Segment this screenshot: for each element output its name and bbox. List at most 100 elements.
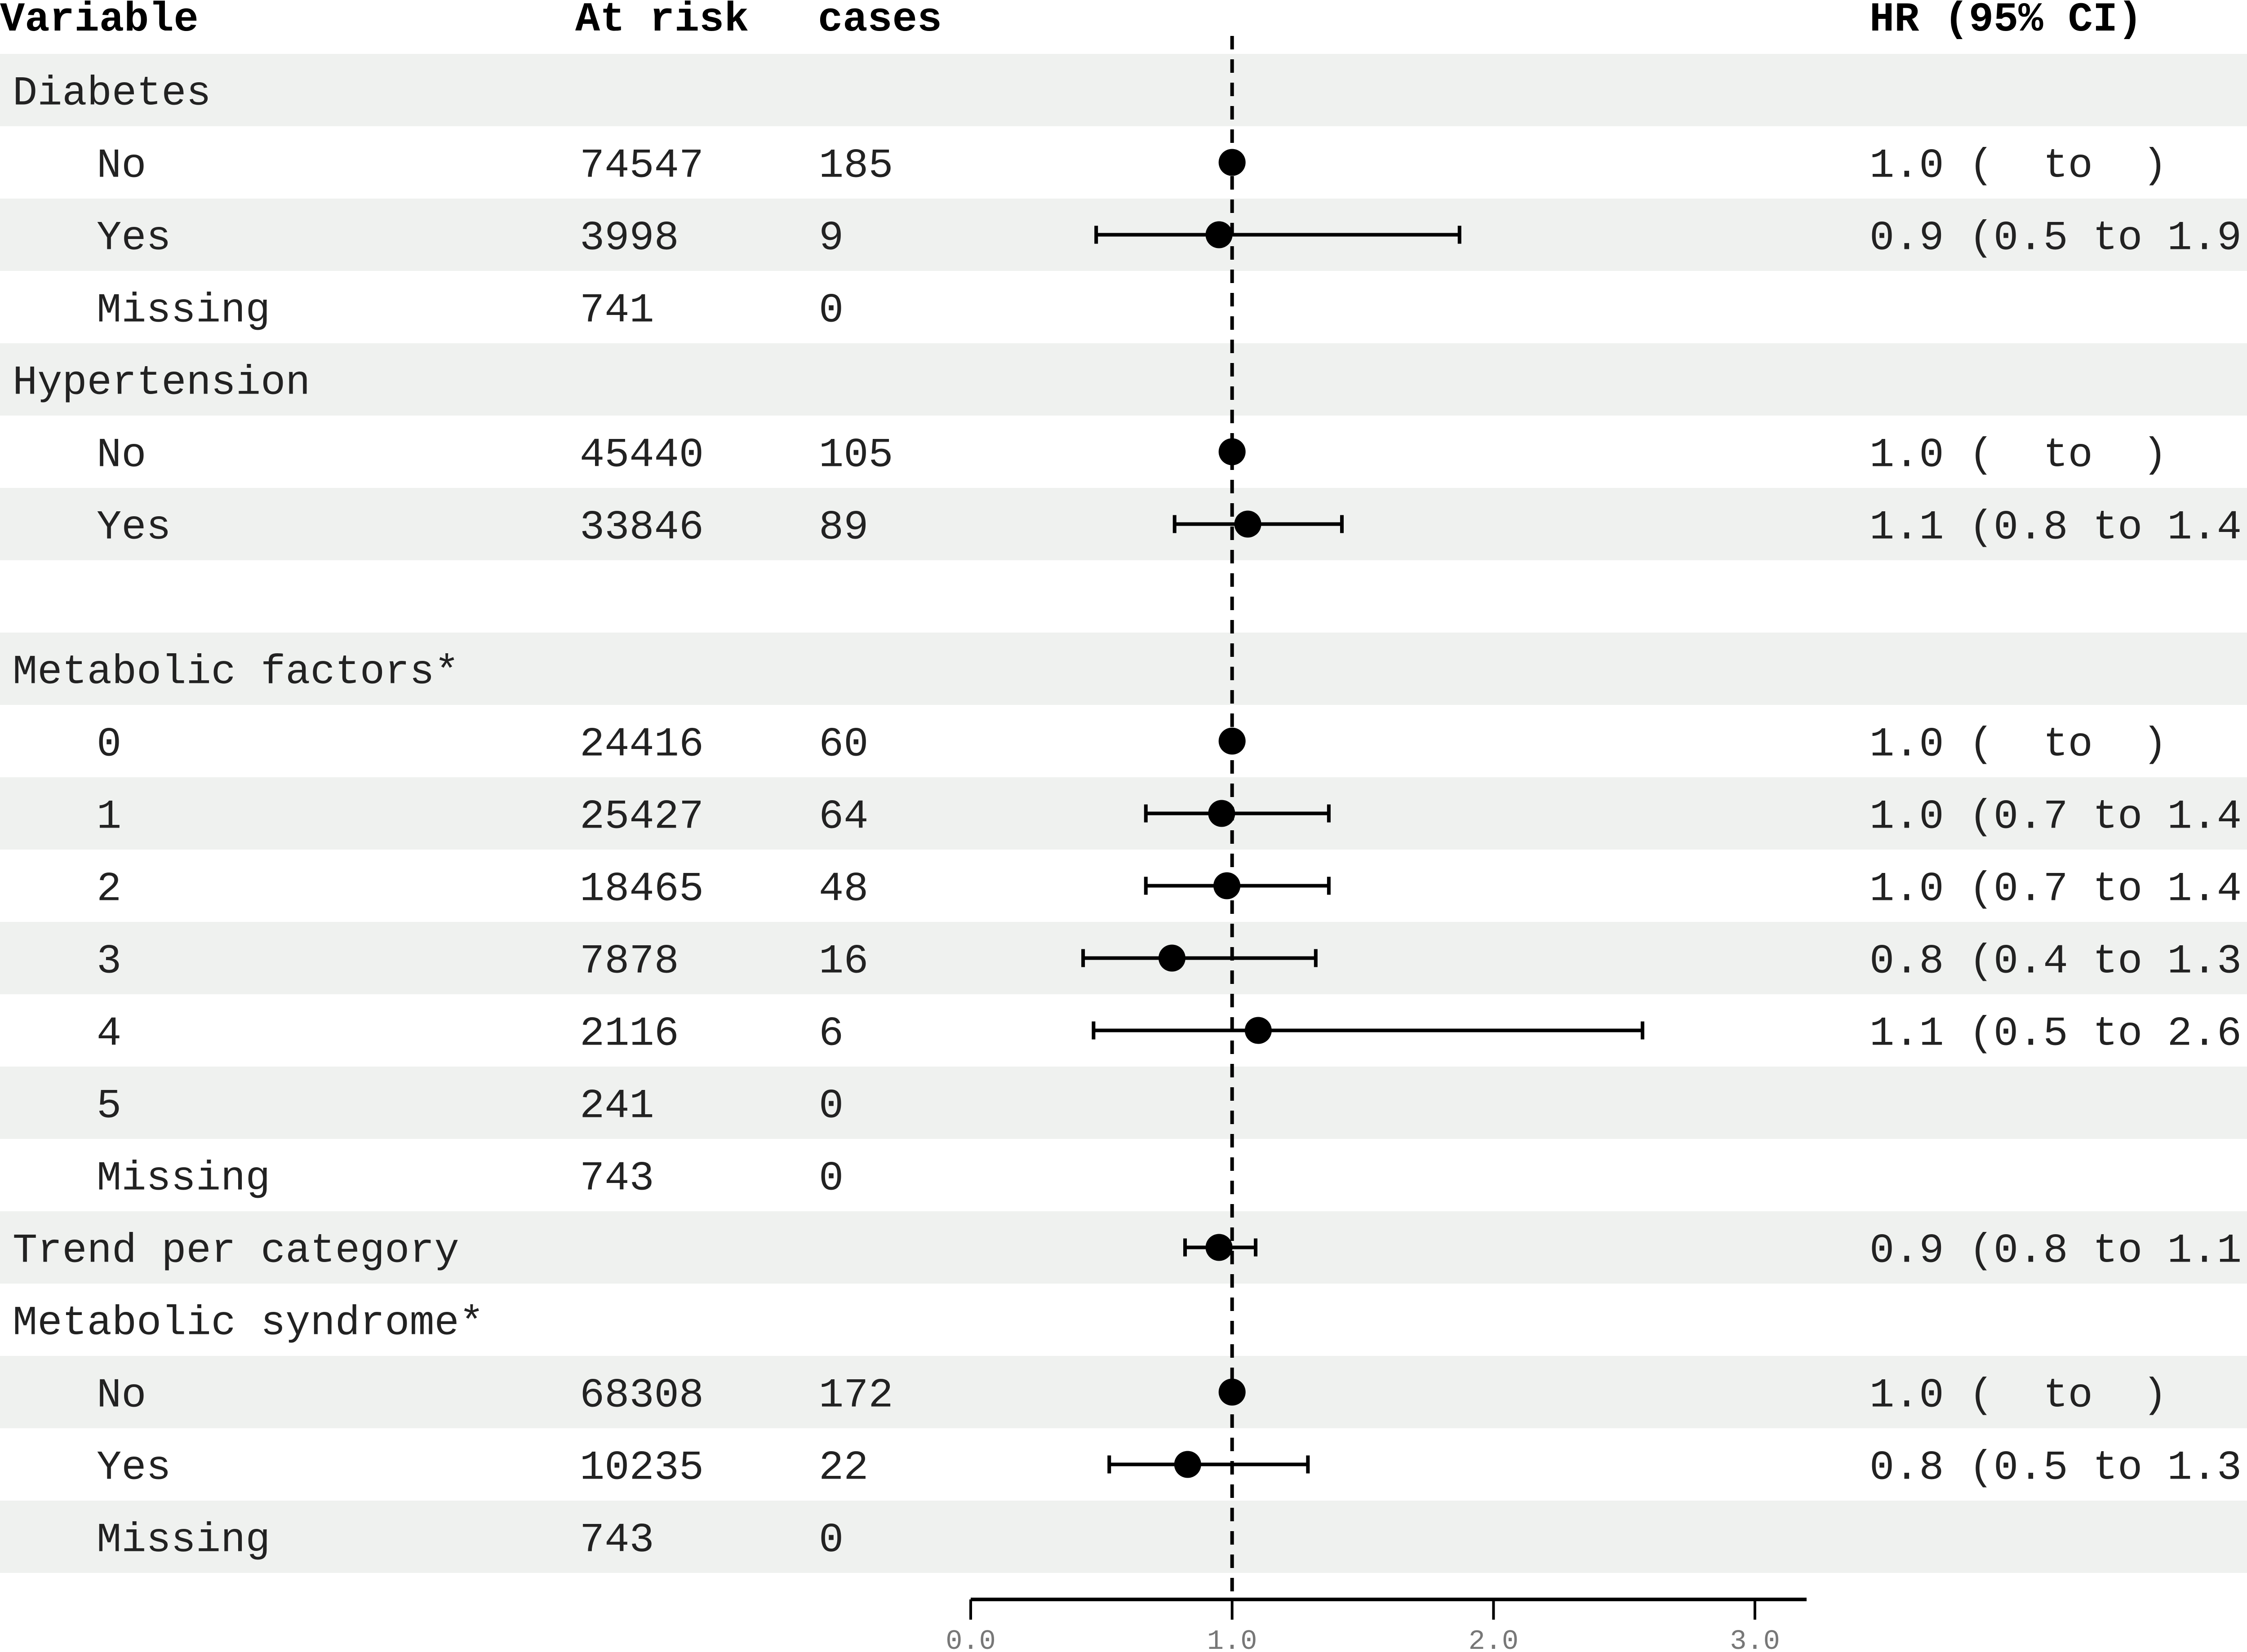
- column-headers: Variable At risk cases HR (95% CI): [0, 0, 2142, 43]
- table-row: 4 2116 6 1.1 (0.5 to 2.6): [97, 1010, 2247, 1058]
- table-row: 2 18465 48 1.0 (0.7 to 1.4): [97, 866, 2247, 913]
- row-label: 4: [97, 1010, 121, 1058]
- table-row: No 74547 185 1.0 ( to ): [97, 142, 2167, 190]
- at-risk-value: 18465: [580, 866, 704, 913]
- row-label: Trend per category: [13, 1227, 459, 1275]
- hr-point: [1205, 221, 1233, 248]
- row-label: Missing: [97, 287, 270, 334]
- at-risk-value: 743: [580, 1155, 654, 1202]
- row-stripe: [0, 1211, 2247, 1284]
- row-label: Metabolic factors*: [13, 649, 459, 696]
- hr-point: [1208, 800, 1235, 827]
- cases-value: 172: [819, 1372, 893, 1419]
- hr-ci-value: 0.8 (0.5 to 1.3): [1870, 1444, 2247, 1492]
- row-label: 1: [97, 793, 121, 841]
- at-risk-value: 33846: [580, 504, 704, 551]
- table-row: Hypertension: [13, 359, 311, 407]
- hr-ci-value: 1.0 ( to ): [1870, 721, 2167, 768]
- table-row: Metabolic factors*: [13, 649, 459, 696]
- table-rows: Diabetes No 74547 185 1.0 ( to ) Yes 3998 9 0.9 …: [13, 70, 2247, 1564]
- at-risk-value: 25427: [580, 793, 704, 841]
- tick-label: 1.0: [1207, 1625, 1257, 1652]
- cases-value: 0: [819, 1083, 844, 1130]
- hr-ci-value: 1.0 ( to ): [1870, 1372, 2167, 1419]
- cases-value: 0: [819, 1155, 844, 1202]
- table-row: No 45440 105 1.0 ( to ): [97, 432, 2167, 479]
- cases-value: 22: [819, 1444, 868, 1492]
- at-risk-value: 743: [580, 1517, 654, 1564]
- row-stripe: [0, 777, 2247, 850]
- row-label: No: [97, 432, 146, 479]
- row-label: No: [97, 1372, 146, 1419]
- tick-label: 3.0: [1730, 1625, 1780, 1652]
- table-row: Missing 743 0: [97, 1517, 844, 1564]
- table-row: No 68308 172 1.0 ( to ): [97, 1372, 2167, 1419]
- cases-value: 16: [819, 938, 868, 985]
- hr-point: [1234, 510, 1261, 538]
- table-row: Metabolic syndrome*: [13, 1300, 484, 1347]
- cases-value: 0: [819, 1517, 844, 1564]
- at-risk-value: 45440: [580, 432, 704, 479]
- hr-ci-value: 1.0 ( to ): [1870, 432, 2167, 479]
- row-label: Yes: [97, 1444, 171, 1492]
- hr-point: [1213, 872, 1241, 899]
- row-label: 0: [97, 721, 121, 768]
- hr-ci-value: 0.9 (0.8 to 1.1): [1870, 1227, 2247, 1275]
- table-row: 3 7878 16 0.8 (0.4 to 1.3): [97, 938, 2247, 985]
- tick-label: 0.0: [946, 1625, 996, 1652]
- hr-ci-value: 0.9 (0.5 to 1.9): [1870, 215, 2247, 262]
- table-row: Missing 743 0: [97, 1155, 844, 1202]
- at-risk-value: 68308: [580, 1372, 704, 1419]
- header-variable: Variable: [0, 0, 199, 43]
- tick-label: 2.0: [1469, 1625, 1519, 1652]
- at-risk-value: 7878: [580, 938, 679, 985]
- row-stripe: [0, 1067, 2247, 1139]
- row-stripe: [0, 1356, 2247, 1428]
- at-risk-value: 241: [580, 1083, 654, 1130]
- row-label: Missing: [97, 1155, 270, 1202]
- table-row: Yes 3998 9 0.9 (0.5 to 1.9): [97, 215, 2247, 262]
- table-row: Diabetes: [13, 70, 211, 117]
- row-label: 3: [97, 938, 121, 985]
- forest-marks: [1081, 36, 1644, 1599]
- cases-value: 64: [819, 793, 868, 841]
- row-label: Yes: [97, 215, 171, 262]
- row-label: Missing: [97, 1517, 270, 1564]
- row-stripe: [0, 343, 2247, 416]
- table-row: 1 25427 64 1.0 (0.7 to 1.4): [97, 793, 2247, 841]
- row-label: 2: [97, 866, 121, 913]
- cases-value: 6: [819, 1010, 844, 1058]
- row-stripes: [0, 54, 2247, 1573]
- hr-ci-value: 1.0 ( to ): [1870, 142, 2167, 190]
- at-risk-value: 741: [580, 287, 654, 334]
- hr-ci-value: 1.1 (0.8 to 1.4): [1870, 504, 2247, 551]
- at-risk-value: 24416: [580, 721, 704, 768]
- hr-ci-value: 1.0 (0.7 to 1.4): [1870, 793, 2247, 841]
- row-label: Diabetes: [13, 70, 211, 117]
- at-risk-value: 3998: [580, 215, 679, 262]
- at-risk-value: 2116: [580, 1010, 679, 1058]
- header-at-risk: At risk: [575, 0, 749, 43]
- hr-ci-value: 1.0 (0.7 to 1.4): [1870, 866, 2247, 913]
- hr-point: [1205, 1234, 1233, 1261]
- at-risk-value: 74547: [580, 142, 704, 190]
- hr-ci-value: 0.8 (0.4 to 1.3): [1870, 938, 2247, 985]
- cases-value: 0: [819, 287, 844, 334]
- cases-value: 48: [819, 866, 868, 913]
- cases-value: 60: [819, 721, 868, 768]
- table-row: Yes 10235 22 0.8 (0.5 to 1.3): [97, 1444, 2247, 1492]
- row-label: 5: [97, 1083, 121, 1130]
- header-cases: cases: [818, 0, 942, 43]
- table-row: Trend per category 0.9 (0.8 to 1.1): [13, 1227, 2247, 1275]
- row-stripe: [0, 488, 2247, 560]
- hr-point: [1174, 1451, 1201, 1478]
- cases-value: 89: [819, 504, 868, 551]
- table-row: Missing 741 0: [97, 287, 844, 334]
- row-label: Yes: [97, 504, 171, 551]
- table-row: 5 241 0: [97, 1083, 844, 1130]
- row-stripe: [0, 1501, 2247, 1573]
- at-risk-value: 10235: [580, 1444, 704, 1492]
- hr-ci-value: 1.1 (0.5 to 2.6): [1870, 1010, 2247, 1058]
- row-label: No: [97, 142, 146, 190]
